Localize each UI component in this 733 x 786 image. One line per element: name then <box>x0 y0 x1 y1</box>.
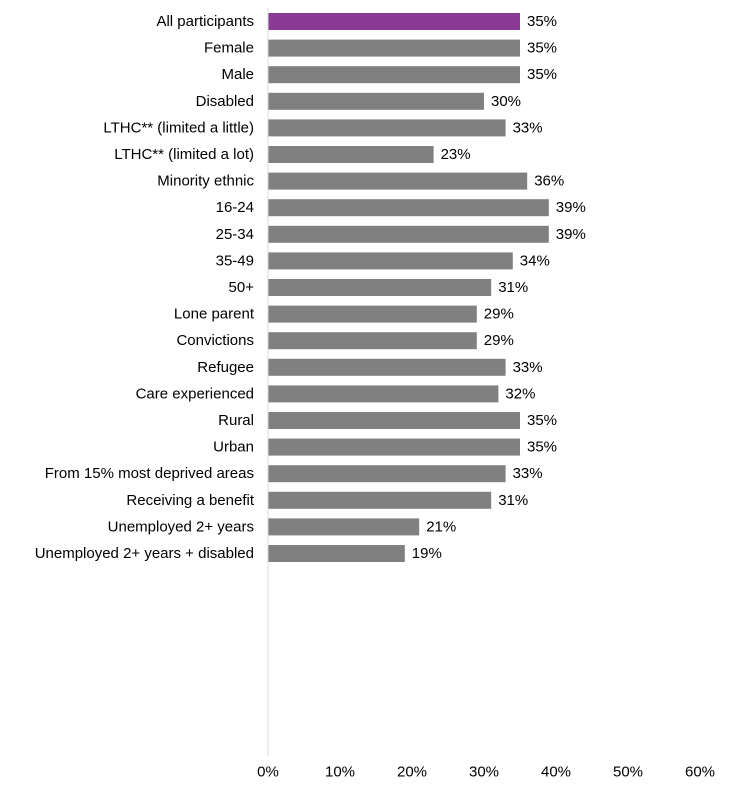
bar-lthc-limited-a-lot <box>268 146 434 163</box>
category-label-16-24: 16-24 <box>216 199 254 216</box>
bar-urban <box>268 438 520 456</box>
bar-convictions <box>268 332 477 350</box>
value-label-unemployed-2-years: 21% <box>426 518 456 535</box>
value-labels: 35% 35% 35% 30% 33% 23% 36% 39% 39% 34% 31% 29% 29% 3… <box>412 13 586 562</box>
value-label-rural: 35% <box>527 412 557 429</box>
value-label-unemployed-2-years-disabled: 19% <box>412 545 442 562</box>
bar-all-participants <box>268 13 520 30</box>
bar-unemployed-2-years-disabled <box>268 545 405 562</box>
category-label-lthc-limited-a-lot: LTHC** (limited a lot) <box>114 146 254 163</box>
value-label-50: 31% <box>498 279 528 296</box>
value-label-from-15-most-deprived-areas: 33% <box>513 465 543 482</box>
category-label-rural: Rural <box>218 412 254 429</box>
bar-receiving-a-benefit <box>268 491 492 509</box>
value-label-minority-ethnic: 36% <box>534 173 564 190</box>
category-label-all-participants: All participants <box>156 13 254 30</box>
value-label-all-participants: 35% <box>527 13 557 30</box>
category-label-lthc-limited-a-little: LTHC** (limited a little) <box>103 119 254 136</box>
value-label-25-34: 39% <box>556 226 586 243</box>
value-label-female: 35% <box>527 40 557 57</box>
x-tick-label: 40% <box>541 764 571 781</box>
bar-25-34 <box>268 225 549 243</box>
value-label-receiving-a-benefit: 31% <box>498 492 528 509</box>
bar-35-49 <box>268 252 513 270</box>
bar-disabled <box>268 92 484 110</box>
category-label-convictions: Convictions <box>176 332 254 349</box>
category-label-35-49: 35-49 <box>216 252 254 269</box>
value-label-urban: 35% <box>527 439 557 456</box>
bar-lthc-limited-a-little <box>268 119 506 137</box>
category-label-minority-ethnic: Minority ethnic <box>157 173 254 190</box>
bars-layer <box>268 13 549 562</box>
value-label-lthc-limited-a-little: 33% <box>513 119 543 136</box>
bar-lone-parent <box>268 305 477 323</box>
value-label-16-24: 39% <box>556 199 586 216</box>
category-label-disabled: Disabled <box>196 93 254 110</box>
category-label-lone-parent: Lone parent <box>174 306 255 323</box>
x-tick-label: 0% <box>257 764 279 781</box>
category-label-25-34: 25-34 <box>216 226 254 243</box>
x-tick-label: 20% <box>397 764 427 781</box>
bar-care-experienced <box>268 385 499 403</box>
value-label-disabled: 30% <box>491 93 521 110</box>
category-label-unemployed-2-years-disabled: Unemployed 2+ years + disabled <box>35 545 254 562</box>
bar-minority-ethnic <box>268 172 528 190</box>
bar-rural <box>268 412 520 429</box>
bar-male <box>268 66 520 84</box>
category-labels: All participants Female Male Disabled LTHC**… <box>35 13 255 562</box>
x-tick-label: 50% <box>613 764 643 781</box>
category-label-from-15-most-deprived-areas: From 15% most deprived areas <box>45 465 254 482</box>
bar-unemployed-2-years <box>268 518 420 536</box>
category-label-unemployed-2-years: Unemployed 2+ years <box>108 518 254 535</box>
bar-50 <box>268 279 492 296</box>
bar-refugee <box>268 358 506 376</box>
category-label-male: Male <box>221 66 254 83</box>
value-label-refugee: 33% <box>513 359 543 376</box>
category-label-50: 50+ <box>229 279 255 296</box>
value-label-care-experienced: 32% <box>505 385 535 402</box>
x-tick-label: 60% <box>685 764 715 781</box>
value-label-male: 35% <box>527 66 557 83</box>
x-tick-label: 10% <box>325 764 355 781</box>
category-label-receiving-a-benefit: Receiving a benefit <box>126 492 254 509</box>
x-axis-ticks: 0% 10% 20% 30% 40% 50% 60% <box>257 764 715 781</box>
bar-16-24 <box>268 199 549 217</box>
value-label-lone-parent: 29% <box>484 306 514 323</box>
value-label-convictions: 29% <box>484 332 514 349</box>
x-tick-label: 30% <box>469 764 499 781</box>
bar-from-15-most-deprived-areas <box>268 465 506 483</box>
category-label-refugee: Refugee <box>197 359 254 376</box>
value-label-35-49: 34% <box>520 252 550 269</box>
category-label-urban: Urban <box>213 439 254 456</box>
bar-female <box>268 39 520 57</box>
category-label-female: Female <box>204 40 254 57</box>
value-label-lthc-limited-a-lot: 23% <box>441 146 471 163</box>
category-label-care-experienced: Care experienced <box>136 385 254 402</box>
